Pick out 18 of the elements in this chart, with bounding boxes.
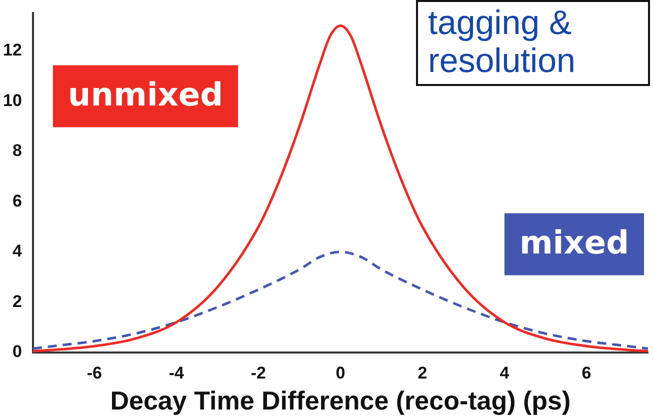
y-tick-label: 6 <box>12 191 22 210</box>
y-tick-label: 10 <box>2 90 22 110</box>
x-tick-label: -6 <box>86 363 102 382</box>
y-tick-label: 12 <box>2 40 22 60</box>
series-label: mixed <box>519 224 629 262</box>
x-tick-label: 4 <box>500 363 510 382</box>
annotation: tagging & resolution <box>416 0 650 86</box>
y-tick-label: 0 <box>12 342 22 362</box>
y-tick-label: 2 <box>12 292 22 311</box>
x-axis-title: Decay Time Difference (reco-tag) (ps) <box>110 386 571 416</box>
x-tick-label: 2 <box>418 363 428 382</box>
y-tick-label: 4 <box>12 242 22 261</box>
x-tick-label: 0 <box>336 363 346 382</box>
y-tick-label: 8 <box>12 141 22 160</box>
x-tick-label: -4 <box>168 363 185 382</box>
x-tick-label: -2 <box>250 363 266 382</box>
x-tick-label: 6 <box>582 363 592 382</box>
text: unmixed <box>68 76 224 114</box>
